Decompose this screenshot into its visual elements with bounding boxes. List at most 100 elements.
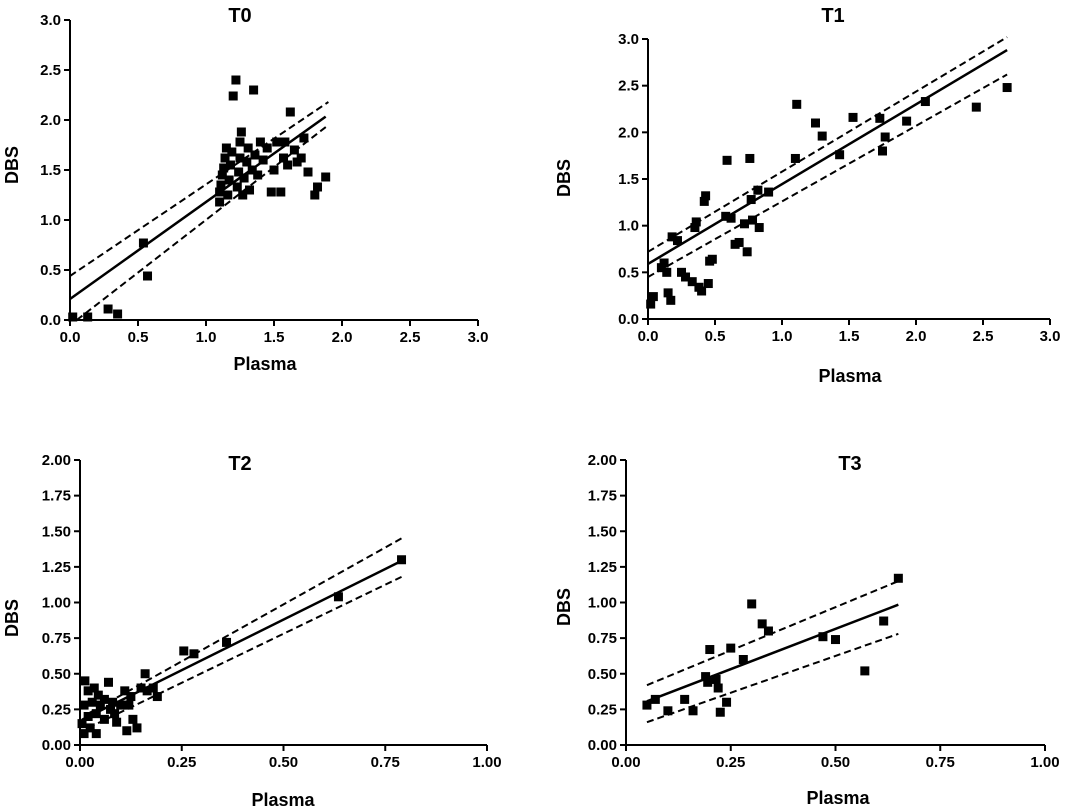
data-point — [701, 191, 711, 201]
data-point — [68, 312, 78, 322]
data-point — [152, 692, 162, 702]
data-point — [697, 286, 707, 296]
panel-title: T0 — [228, 5, 251, 27]
data-point — [711, 674, 721, 684]
y-tick-label: 1.25 — [42, 559, 71, 576]
data-point — [224, 175, 234, 185]
data-point — [95, 700, 105, 710]
data-point — [677, 267, 686, 277]
data-point — [663, 288, 673, 298]
data-point — [397, 555, 407, 565]
panel-t3: T3 Plasma DBS 0.00 0.25 0.50 0.75 1.00 0.00 0.… — [554, 452, 1060, 808]
y-tick-label: 0.25 — [42, 701, 71, 718]
ci-lower-line — [87, 575, 402, 729]
data-point — [757, 619, 767, 629]
data-point — [713, 683, 723, 693]
x-axis-title: Plasma — [251, 790, 315, 810]
data-point — [253, 170, 263, 180]
data-point — [235, 153, 245, 163]
data-point — [143, 271, 153, 281]
data-point — [99, 714, 109, 724]
data-point — [85, 723, 95, 733]
panel-title: T3 — [838, 453, 861, 475]
data-point — [91, 729, 101, 739]
data-point — [310, 190, 320, 200]
y-tick-label: 0.0 — [40, 312, 61, 329]
data-point — [701, 672, 711, 682]
x-tick-label: 1.00 — [1030, 754, 1059, 771]
data-point — [1002, 83, 1012, 93]
data-point — [220, 153, 230, 163]
data-point — [763, 626, 773, 636]
data-point — [243, 143, 253, 153]
data-point — [99, 694, 109, 704]
data-point — [223, 190, 233, 200]
data-point — [321, 172, 331, 182]
data-point — [313, 182, 323, 192]
x-tick-label: 3.0 — [468, 329, 489, 346]
data-point — [656, 263, 666, 273]
data-point — [811, 118, 820, 128]
data-point — [227, 147, 237, 157]
data-point — [860, 666, 870, 676]
y-tick-label: 0.0 — [618, 311, 639, 328]
data-point — [721, 211, 731, 221]
data-point — [276, 187, 286, 197]
y-tick-label: 0.50 — [42, 666, 71, 683]
x-tick-label: 0.0 — [638, 328, 659, 345]
y-tick-label: 1.50 — [588, 523, 617, 540]
data-point — [103, 304, 113, 314]
data-point — [219, 163, 229, 173]
data-point — [754, 223, 764, 233]
data-point — [680, 694, 690, 704]
data-point — [231, 75, 241, 85]
data-point — [138, 238, 148, 248]
data-point — [87, 697, 97, 707]
y-tick-label: 1.00 — [588, 595, 617, 612]
data-point — [299, 133, 309, 143]
y-tick-label: 2.5 — [40, 62, 61, 79]
panel-t0: T0 Plasma DBS 0.0 0.5 1.0 1.5 2.0 2.5 3.0 0.0 0.… — [2, 5, 488, 374]
x-tick-label: 0.75 — [371, 754, 400, 771]
x-tick-label: 3.0 — [1040, 328, 1061, 345]
data-point — [77, 719, 87, 729]
y-tick-label: 1.25 — [588, 559, 617, 576]
x-tick-label: 2.5 — [973, 328, 994, 345]
data-point — [817, 131, 827, 141]
x-axis-title: Plasma — [818, 366, 882, 386]
data-point — [792, 99, 802, 109]
data-point — [296, 153, 306, 163]
x-tick-label: 0.00 — [611, 754, 640, 771]
data-point — [250, 150, 260, 160]
x-tick-label: 0.5 — [705, 328, 726, 345]
data-point — [80, 676, 90, 686]
data-point — [742, 247, 752, 257]
data-point — [722, 697, 732, 707]
x-axis-title: Plasma — [806, 788, 870, 808]
data-point — [272, 137, 282, 147]
data-point — [790, 153, 800, 163]
data-point — [746, 195, 756, 205]
y-tick-label: 1.0 — [40, 212, 61, 229]
data-point — [108, 697, 118, 707]
data-point — [722, 155, 732, 165]
y-tick-label: 0.25 — [588, 701, 617, 718]
y-axis-title: DBS — [2, 599, 22, 637]
data-point — [83, 312, 93, 322]
x-tick-label: 2.5 — [400, 329, 421, 346]
data-point — [666, 295, 676, 305]
data-point — [255, 137, 265, 147]
x-tick-label: 0.25 — [716, 754, 745, 771]
x-tick-label: 1.00 — [472, 754, 501, 771]
data-point — [848, 112, 858, 122]
data-point — [93, 690, 103, 700]
y-tick-label: 0.50 — [588, 666, 617, 683]
data-point — [234, 167, 244, 177]
data-point — [739, 219, 749, 229]
panel-t2: T2 Plasma DBS 0.00 0.25 0.50 0.75 1.00 0.00 0.… — [2, 452, 502, 810]
data-point — [245, 185, 255, 195]
data-point — [878, 146, 887, 156]
data-point — [285, 107, 295, 117]
data-point — [112, 717, 122, 727]
